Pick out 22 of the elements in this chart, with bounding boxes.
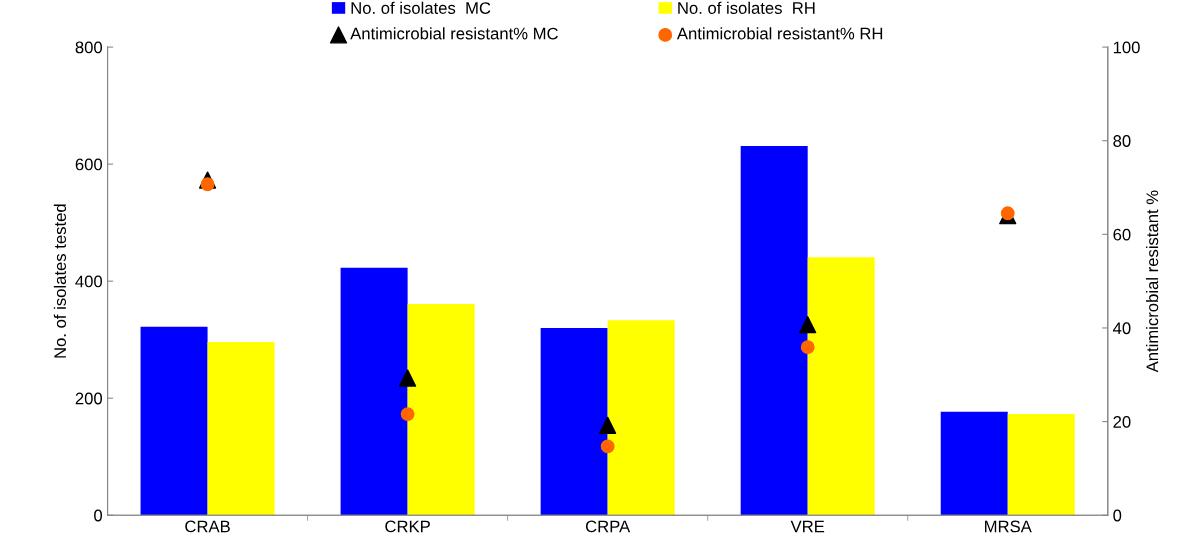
y2-tick-label: 0 (1113, 509, 1122, 522)
legend-label: Antimicrobial resistant% MC (350, 27, 558, 40)
legend-label: Antimicrobial resistant% RH (676, 27, 883, 40)
y-axis-title: No. of isolates tested (53, 204, 67, 358)
x-tick-label: CRKP (385, 520, 430, 533)
y-tick-label: 400 (75, 275, 103, 288)
y-tick-label: 0 (94, 509, 103, 522)
x-tick-label: VRE (790, 520, 825, 533)
legend-label: No. of isolates RH (678, 1, 815, 14)
y2-axis-title: Antimicrobial resistant % (1145, 190, 1159, 373)
y-tick-label: 600 (75, 158, 103, 171)
y2-tick-label: 20 (1113, 416, 1131, 428)
y2-tick-label: 60 (1113, 228, 1131, 241)
y-tick-label: 800 (75, 41, 103, 54)
y-tick-label: 200 (75, 392, 103, 405)
x-tick-label: MRSA (985, 520, 1032, 533)
y2-tick-label: 80 (1113, 135, 1131, 147)
y2-tick-label: 100 (1113, 41, 1140, 54)
legend-label: No. of isolates MC (351, 1, 491, 14)
x-tick-label: CRPA (585, 520, 631, 533)
y2-tick-label: 40 (1113, 322, 1131, 335)
x-tick-label: CRAB (185, 520, 230, 533)
